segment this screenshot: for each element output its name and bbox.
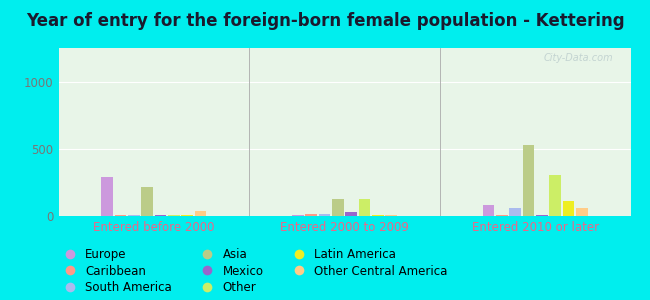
Bar xyxy=(181,215,193,216)
Bar xyxy=(523,145,534,216)
Bar xyxy=(141,187,153,216)
Bar xyxy=(509,208,521,216)
Text: City-Data.com: City-Data.com xyxy=(543,53,614,63)
Bar xyxy=(372,215,383,216)
Bar xyxy=(563,201,575,216)
Bar xyxy=(536,215,548,216)
Bar xyxy=(194,211,207,216)
Legend: Europe, Caribbean, South America, Asia, Mexico, Other, Latin America, Other Cent: Europe, Caribbean, South America, Asia, … xyxy=(58,248,448,294)
Bar xyxy=(101,177,113,216)
Bar xyxy=(482,205,495,216)
Bar xyxy=(155,215,166,216)
Bar xyxy=(332,199,344,216)
Bar xyxy=(385,215,397,216)
Bar xyxy=(576,208,588,216)
Bar xyxy=(114,215,126,216)
Bar xyxy=(128,215,140,216)
Bar xyxy=(359,199,370,216)
Bar xyxy=(306,214,317,216)
Text: Year of entry for the foreign-born female population - Kettering: Year of entry for the foreign-born femal… xyxy=(26,12,624,30)
Bar xyxy=(345,212,357,216)
Bar xyxy=(168,215,180,216)
Bar xyxy=(292,215,304,216)
Bar xyxy=(496,215,508,216)
Bar xyxy=(549,175,561,216)
Bar xyxy=(318,214,330,216)
